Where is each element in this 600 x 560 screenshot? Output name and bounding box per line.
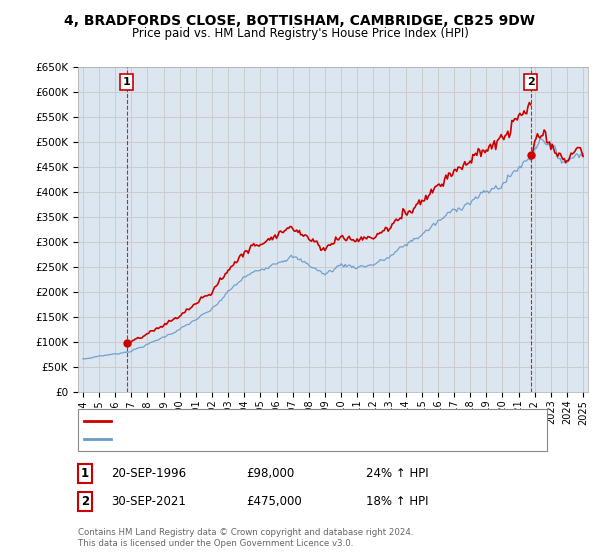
- Text: £98,000: £98,000: [246, 466, 294, 480]
- Text: 2: 2: [527, 77, 535, 87]
- Text: 18% ↑ HPI: 18% ↑ HPI: [366, 494, 428, 508]
- Text: 1: 1: [123, 77, 131, 87]
- Text: Contains HM Land Registry data © Crown copyright and database right 2024.
This d: Contains HM Land Registry data © Crown c…: [78, 528, 413, 548]
- Text: 1: 1: [81, 466, 89, 480]
- Text: Price paid vs. HM Land Registry's House Price Index (HPI): Price paid vs. HM Land Registry's House …: [131, 27, 469, 40]
- Text: 20-SEP-1996: 20-SEP-1996: [111, 466, 186, 480]
- Text: 4, BRADFORDS CLOSE, BOTTISHAM, CAMBRIDGE, CB25 9DW: 4, BRADFORDS CLOSE, BOTTISHAM, CAMBRIDGE…: [65, 14, 536, 28]
- Text: 4, BRADFORDS CLOSE, BOTTISHAM, CAMBRIDGE, CB25 9DW (detached house): 4, BRADFORDS CLOSE, BOTTISHAM, CAMBRIDGE…: [117, 416, 527, 426]
- Text: 24% ↑ HPI: 24% ↑ HPI: [366, 466, 428, 480]
- Text: 2: 2: [81, 494, 89, 508]
- Text: £475,000: £475,000: [246, 494, 302, 508]
- Text: HPI: Average price, detached house, East Cambridgeshire: HPI: Average price, detached house, East…: [117, 434, 419, 444]
- Text: 30-SEP-2021: 30-SEP-2021: [111, 494, 186, 508]
